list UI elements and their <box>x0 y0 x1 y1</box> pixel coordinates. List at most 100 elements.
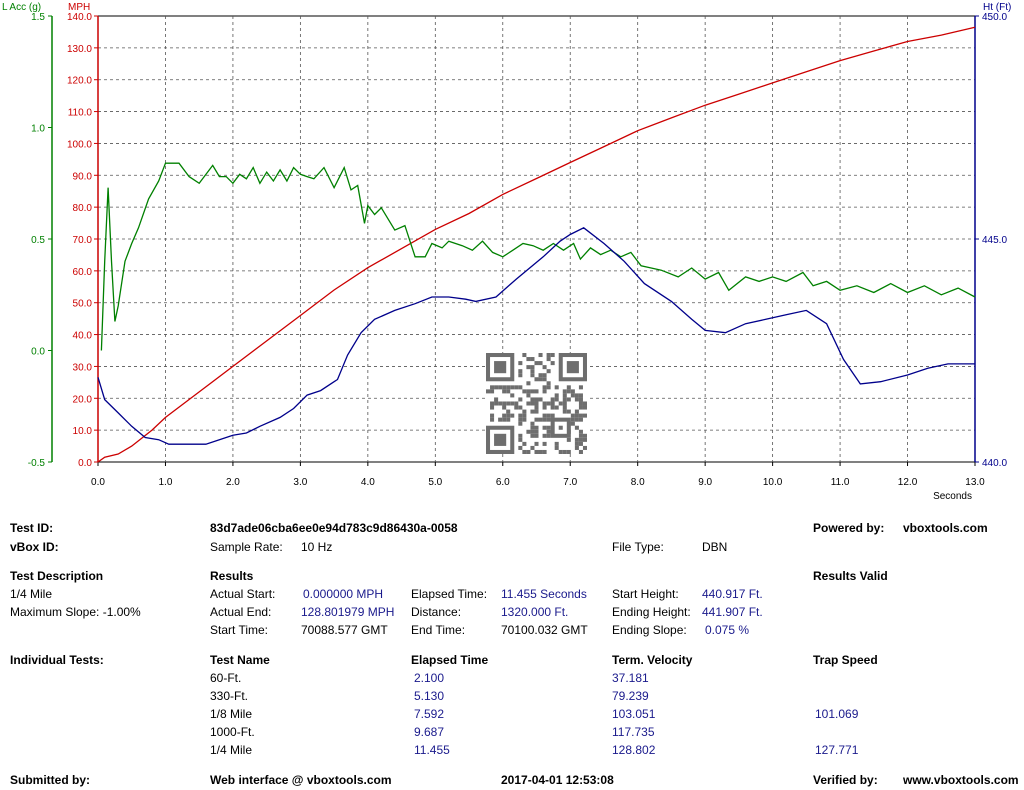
test-row-elapsed: 11.455 <box>414 743 450 757</box>
mph-tick-label: 20.0 <box>73 394 93 405</box>
ht-tick-label: 440.0 <box>982 458 1007 469</box>
sample-rate-label: Sample Rate: <box>210 540 283 554</box>
test-row-elapsed: 7.592 <box>414 707 445 721</box>
x-tick-label: 10.0 <box>763 477 783 488</box>
x-tick-label: 6.0 <box>496 477 510 488</box>
col-elapsed-time: Elapsed Time <box>411 653 489 667</box>
qr-code-image <box>486 353 587 454</box>
x-axis-label: Seconds <box>933 491 972 502</box>
test-description-label: Test Description <box>10 569 104 583</box>
x-tick-label: 11.0 <box>831 477 850 488</box>
x-tick-label: 4.0 <box>361 477 375 488</box>
actual-end-label: Actual End: <box>210 605 272 619</box>
test-row-elapsed: 5.130 <box>414 689 445 703</box>
mph-tick-label: 60.0 <box>73 267 93 278</box>
end-time-value: 70100.032 GMT <box>501 623 588 637</box>
height-series-line <box>97 227 975 445</box>
test-row-name: 1/8 Mile <box>210 707 253 721</box>
speed-series-line <box>97 26 976 463</box>
test-row-velocity: 117.735 <box>612 725 655 739</box>
mph-tick-label: 130.0 <box>67 44 92 55</box>
sample-rate-value: 10 Hz <box>301 540 333 554</box>
mph-tick-label: 110.0 <box>68 108 93 119</box>
test-row-name: 60-Ft. <box>210 671 242 685</box>
ending-slope-label: Ending Slope: <box>612 623 687 637</box>
distance-label: Distance: <box>411 605 462 619</box>
test-row-name: 1/4 Mile <box>210 743 253 757</box>
test-row-velocity: 37.181 <box>612 671 649 685</box>
start-height-value: 440.917 Ft. <box>702 587 763 601</box>
actual-end-value: 128.801979 MPH <box>301 605 395 619</box>
actual-start-label: Actual Start: <box>210 587 276 601</box>
mph-tick-label: 50.0 <box>73 299 93 310</box>
lacc-tick-label: -0.5 <box>28 458 46 469</box>
powered-by-value: vboxtools.com <box>903 521 988 535</box>
test-row-elapsed: 2.100 <box>414 671 445 685</box>
mph-tick-label: 90.0 <box>73 171 93 182</box>
lacc-tick-label: 0.5 <box>31 235 45 246</box>
lacc-tick-label: 0.0 <box>31 347 45 358</box>
test-row-velocity: 128.802 <box>612 743 656 757</box>
actual-start-value: 0.000000 MPH <box>303 587 384 601</box>
test-row-velocity: 79.239 <box>612 689 649 703</box>
results-label: Results <box>210 569 254 583</box>
x-tick-label: 9.0 <box>698 477 712 488</box>
lacc-tick-label: 1.5 <box>31 12 45 23</box>
test-row-name: 330-Ft. <box>210 689 249 703</box>
end-time-label: End Time: <box>411 623 466 637</box>
start-time-value: 70088.577 GMT <box>301 623 388 637</box>
mph-tick-label: 30.0 <box>73 362 93 373</box>
acceleration-series-line <box>100 162 976 351</box>
x-tick-label: 5.0 <box>428 477 442 488</box>
test-row-trap: 101.069 <box>815 707 859 721</box>
elapsed-time-label: Elapsed Time: <box>411 587 488 601</box>
ending-height-label: Ending Height: <box>612 605 691 619</box>
vbox-id-label: vBox ID: <box>10 540 59 554</box>
x-tick-label: 8.0 <box>631 477 645 488</box>
mph-tick-label: 140.0 <box>67 12 92 23</box>
file-type-label: File Type: <box>612 540 664 554</box>
verified-by-label: Verified by: <box>813 773 878 787</box>
test-row-trap: 127.771 <box>815 743 859 757</box>
description-line2: Maximum Slope: -1.00% <box>10 605 141 619</box>
mph-tick-label: 100.0 <box>67 139 92 150</box>
test-id-label: Test ID: <box>10 521 54 535</box>
x-tick-label: 3.0 <box>293 477 307 488</box>
lacc-tick-label: 1.0 <box>31 124 45 135</box>
mph-tick-label: 70.0 <box>73 235 93 246</box>
timestamp-value: 2017-04-01 12:53:08 <box>501 773 614 787</box>
x-tick-label: 7.0 <box>563 477 577 488</box>
x-tick-label: 0.0 <box>91 477 105 488</box>
mph-tick-label: 0.0 <box>78 458 92 469</box>
lacc-axis-title: L Acc (g) <box>2 2 41 13</box>
mph-tick-label: 40.0 <box>73 331 93 342</box>
col-trap-speed: Trap Speed <box>813 653 878 667</box>
col-test-name: Test Name <box>210 653 270 667</box>
individual-tests-label: Individual Tests: <box>10 653 104 667</box>
test-row-name: 1000-Ft. <box>210 725 255 739</box>
start-height-label: Start Height: <box>612 587 679 601</box>
ht-axis-title: Ht (Ft) <box>983 2 1011 13</box>
x-tick-label: 12.0 <box>898 477 918 488</box>
submitted-by-label: Submitted by: <box>10 773 90 787</box>
col-term-velocity: Term. Velocity <box>612 653 693 667</box>
x-tick-label: 1.0 <box>159 477 173 488</box>
test-id-value: 83d7ade06cba6ee0e94d783c9d86430a-0058 <box>210 521 458 535</box>
file-type-value: DBN <box>702 540 728 554</box>
start-time-label: Start Time: <box>210 623 269 637</box>
ht-tick-label: 450.0 <box>982 12 1007 23</box>
x-tick-label: 2.0 <box>226 477 240 488</box>
description-line1: 1/4 Mile <box>10 587 53 601</box>
ht-tick-label: 445.0 <box>982 235 1007 246</box>
web-interface-value: Web interface @ vboxtools.com <box>210 773 392 787</box>
mph-tick-label: 120.0 <box>67 76 92 87</box>
mph-tick-label: 10.0 <box>73 426 93 437</box>
elapsed-time-value: 11.455 Seconds <box>501 587 587 601</box>
test-row-velocity: 103.051 <box>612 707 656 721</box>
powered-by-label: Powered by: <box>813 521 885 535</box>
mph-axis-title: MPH <box>68 2 90 13</box>
results-valid-label: Results Valid <box>813 569 888 583</box>
x-tick-label: 13.0 <box>965 477 985 488</box>
test-row-elapsed: 9.687 <box>414 725 445 739</box>
ending-slope-value: 0.075 % <box>705 623 750 637</box>
